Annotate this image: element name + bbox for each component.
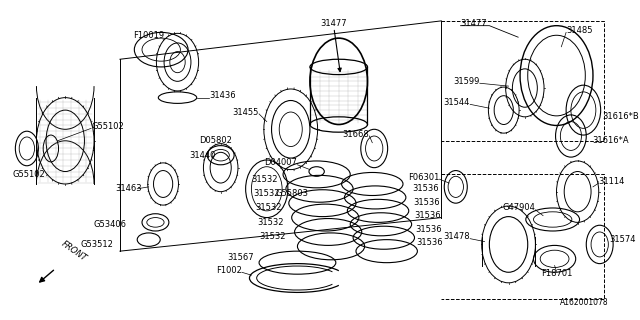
Text: F1002: F1002	[216, 266, 242, 275]
Text: 31532: 31532	[252, 175, 278, 184]
Text: 31536: 31536	[415, 211, 441, 220]
Text: F10019: F10019	[133, 31, 164, 40]
Text: 31616*B: 31616*B	[603, 112, 639, 121]
Text: 31455: 31455	[233, 108, 259, 116]
Text: A162001078: A162001078	[560, 298, 609, 307]
Text: 31477: 31477	[461, 19, 487, 28]
Text: G55102: G55102	[12, 170, 45, 179]
Text: G53512: G53512	[81, 240, 113, 249]
Text: 31114: 31114	[599, 177, 625, 186]
Text: 31440: 31440	[189, 151, 216, 160]
Text: 31463: 31463	[115, 184, 142, 193]
Text: 31616*A: 31616*A	[592, 136, 628, 145]
Text: 31536: 31536	[417, 238, 443, 247]
Text: 31532: 31532	[257, 218, 284, 227]
Text: F18701: F18701	[541, 269, 572, 278]
Text: 31478: 31478	[444, 232, 470, 241]
Text: 31536: 31536	[413, 184, 439, 193]
Text: F06301: F06301	[408, 173, 440, 182]
Text: 31668: 31668	[342, 130, 369, 139]
Text: 31567: 31567	[228, 253, 254, 262]
Text: 31536: 31536	[413, 198, 440, 207]
Text: 31536: 31536	[415, 225, 442, 234]
Text: G55102: G55102	[91, 122, 124, 131]
Text: 31532: 31532	[259, 232, 286, 241]
Text: FRONT: FRONT	[60, 240, 88, 264]
Text: D04007: D04007	[264, 158, 298, 167]
Text: G53406: G53406	[93, 220, 127, 229]
Text: 31532: 31532	[253, 189, 280, 198]
Text: 31544: 31544	[444, 98, 470, 107]
Text: G55803: G55803	[275, 189, 308, 198]
Text: 31599: 31599	[453, 77, 480, 86]
Text: 31477: 31477	[321, 19, 348, 28]
Text: 31485: 31485	[566, 26, 593, 35]
Text: D05802: D05802	[200, 136, 232, 145]
Text: 31436: 31436	[209, 91, 236, 100]
Text: 31532: 31532	[255, 204, 282, 212]
Text: G47904: G47904	[502, 204, 536, 212]
Text: 31574: 31574	[609, 235, 636, 244]
